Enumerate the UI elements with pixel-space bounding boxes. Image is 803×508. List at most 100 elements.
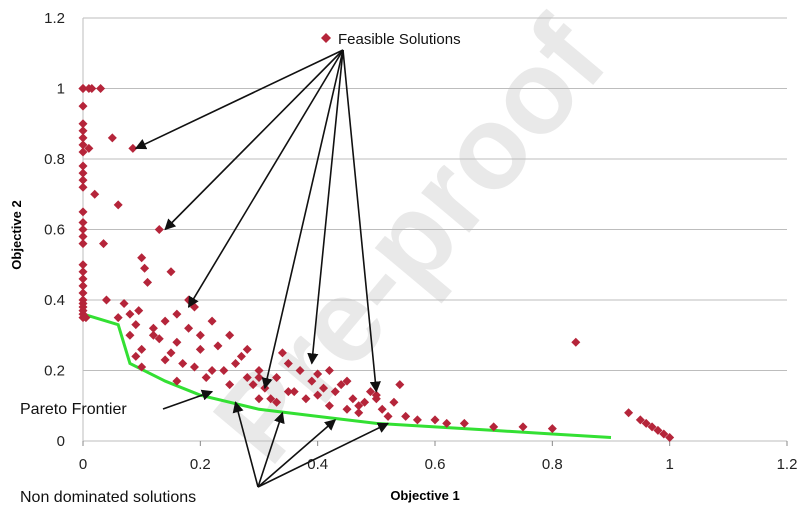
pareto-arrow <box>162 389 214 410</box>
data-point-30 <box>84 143 94 153</box>
data-point-83 <box>330 387 340 397</box>
data-point-58 <box>195 330 205 340</box>
feasible-arrow-4 <box>307 49 344 365</box>
data-point-67 <box>242 373 252 383</box>
data-point-68 <box>248 380 258 390</box>
data-point-117 <box>324 401 334 411</box>
data-point-70 <box>254 394 264 404</box>
x-tick-label-6: 1.2 <box>777 456 798 473</box>
y-axis-ticks: 0 0.2 0.4 0.6 0.8 1 1.2 <box>44 10 65 450</box>
data-point-127 <box>371 390 381 400</box>
data-point-48 <box>154 225 164 234</box>
x-axis-title: Objective 1 <box>390 488 459 503</box>
data-point-129 <box>189 362 199 372</box>
data-point-80 <box>313 369 323 379</box>
data-point-44 <box>137 344 147 354</box>
data-point-59 <box>195 344 205 354</box>
feasible-arrow-0 <box>134 49 344 150</box>
data-point-33 <box>96 84 106 93</box>
data-point-85 <box>342 376 352 386</box>
data-point-108 <box>653 425 663 435</box>
data-point-69 <box>254 366 264 375</box>
data-point-3 <box>78 119 88 129</box>
data-point-74 <box>277 348 287 358</box>
data-point-97 <box>430 415 440 425</box>
data-point-94 <box>395 380 405 390</box>
y-axis-title: Objective 2 <box>9 200 24 269</box>
data-point-34 <box>99 239 109 249</box>
data-point-21 <box>78 288 88 298</box>
data-point-110 <box>665 432 675 442</box>
data-point-88 <box>360 397 370 407</box>
data-point-106 <box>641 418 651 428</box>
data-point-47 <box>148 330 158 340</box>
data-point-42 <box>134 306 144 316</box>
non-dominated-arrow-2 <box>257 419 337 488</box>
frontier-line <box>82 312 612 439</box>
data-point-86 <box>348 394 358 404</box>
x-tick-label-3: 0.6 <box>425 456 446 473</box>
data-point-8 <box>78 161 88 171</box>
data-point-32 <box>90 189 100 199</box>
data-point-50 <box>166 348 176 358</box>
data-point-79 <box>307 376 317 386</box>
data-point-77 <box>295 366 305 375</box>
non-dominated-arrow-1 <box>257 411 285 488</box>
data-point-96 <box>412 415 422 425</box>
data-point-118 <box>354 408 364 418</box>
x-tick-label-0: 0 <box>79 456 87 473</box>
data-point-31 <box>87 84 97 93</box>
data-point-81 <box>319 383 329 393</box>
data-point-101 <box>518 422 528 432</box>
data-point-15 <box>78 232 88 242</box>
annotation-arrows <box>134 49 390 488</box>
data-point-82 <box>324 366 334 375</box>
data-point-120 <box>160 355 170 365</box>
data-point-16 <box>78 239 88 249</box>
watermark: Pre-proof <box>189 0 632 487</box>
data-point-103 <box>571 337 581 347</box>
y-tick-label-2: 0.4 <box>44 292 65 309</box>
data-point-12 <box>78 207 88 217</box>
data-point-54 <box>178 358 188 368</box>
y-tick-label-3: 0.6 <box>44 222 65 239</box>
data-point-91 <box>377 404 387 414</box>
data-point-41 <box>131 320 141 330</box>
data-point-107 <box>647 422 657 432</box>
data-point-4 <box>78 126 88 136</box>
data-point-36 <box>107 133 117 143</box>
y-tick-label-0: 0 <box>57 433 65 450</box>
data-point-122 <box>131 351 141 361</box>
non-dominated-arrow-0 <box>232 401 259 488</box>
data-point-112 <box>125 330 135 340</box>
data-point-35 <box>101 295 111 305</box>
data-point-61 <box>207 316 217 326</box>
data-point-37 <box>113 200 123 210</box>
data-point-14 <box>78 225 88 234</box>
data-point-115 <box>242 344 252 354</box>
non-dominated-label: Non dominated solutions <box>20 489 196 506</box>
data-point-60 <box>201 373 211 383</box>
data-point-6 <box>78 140 88 150</box>
data-point-125 <box>313 390 323 400</box>
data-point-52 <box>172 309 182 319</box>
legend: Feasible Solutions <box>321 31 461 48</box>
data-point-124 <box>272 397 282 407</box>
data-point-93 <box>389 397 399 407</box>
data-point-28 <box>81 313 91 323</box>
data-point-87 <box>354 401 364 411</box>
pareto-frontier-line <box>82 312 612 439</box>
data-point-38 <box>119 299 129 309</box>
data-point-92 <box>383 411 393 421</box>
data-point-13 <box>78 217 88 227</box>
data-point-123 <box>225 380 235 390</box>
non-dominated-arrow-3 <box>257 422 390 488</box>
gridlines <box>82 17 787 442</box>
x-tick-label-1: 0.2 <box>190 456 211 473</box>
x-tick-label-4: 0.8 <box>542 456 563 473</box>
legend-label: Feasible Solutions <box>338 31 461 48</box>
data-point-10 <box>78 175 88 185</box>
feasible-points <box>78 84 675 442</box>
data-point-119 <box>137 362 147 372</box>
